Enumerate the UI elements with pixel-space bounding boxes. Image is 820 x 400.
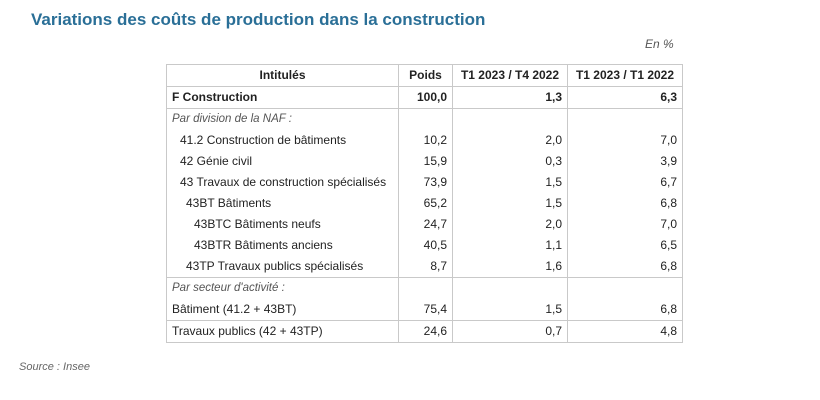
row-poids: 24,6 [398,320,453,343]
table-row: 43 Travaux de construction spécialisés 7… [166,172,683,193]
row-quarterly: 1,3 [452,86,568,109]
table-row: Travaux publics (42 + 43TP) 24,6 0,7 4,8 [166,320,683,343]
table-row: Bâtiment (41.2 + 43BT) 75,4 1,5 6,8 [166,299,683,321]
header-poids: Poids [398,64,453,87]
row-poids: 100,0 [398,86,453,109]
row-yearly: 6,8 [567,193,683,214]
header-yearly-change: T1 2023 / T1 2022 [567,64,683,87]
table-row: 41.2 Construction de bâtiments 10,2 2,0 … [166,130,683,151]
section-label: Par division de la NAF : [166,108,399,130]
row-poids: 15,9 [398,151,453,172]
row-quarterly: 1,5 [452,299,568,321]
row-poids: 65,2 [398,193,453,214]
row-poids: 75,4 [398,299,453,321]
table-row: 43BT Bâtiments 65,2 1,5 6,8 [166,193,683,214]
row-poids: 73,9 [398,172,453,193]
row-label: Bâtiment (41.2 + 43BT) [166,299,399,321]
row-yearly: 3,9 [567,151,683,172]
row-yearly: 6,3 [567,86,683,109]
unit-label: En % [645,37,674,51]
row-yearly: 6,8 [567,299,683,321]
row-quarterly: 2,0 [452,214,568,235]
row-quarterly: 1,5 [452,193,568,214]
row-label: 42 Génie civil [166,151,399,172]
row-label: 43 Travaux de construction spécialisés [166,172,399,193]
row-yearly: 7,0 [567,214,683,235]
row-label: 43BT Bâtiments [166,193,399,214]
row-label: 43BTC Bâtiments neufs [166,214,399,235]
row-yearly: 6,8 [567,256,683,278]
row-label: 41.2 Construction de bâtiments [166,130,399,151]
row-quarterly: 2,0 [452,130,568,151]
section-label: Par secteur d'activité : [166,277,399,299]
row-label: F Construction [166,86,399,109]
row-quarterly: 1,5 [452,172,568,193]
row-label: Travaux publics (42 + 43TP) [166,320,399,343]
row-poids: 10,2 [398,130,453,151]
row-quarterly: 0,7 [452,320,568,343]
row-poids: 24,7 [398,214,453,235]
section-row: Par secteur d'activité : [166,277,683,299]
table-row: 43BTR Bâtiments anciens 40,5 1,1 6,5 [166,235,683,256]
row-label: 43TP Travaux publics spécialisés [166,256,399,278]
row-label: 43BTR Bâtiments anciens [166,235,399,256]
source-note: Source : Insee [19,361,90,373]
row-poids: 40,5 [398,235,453,256]
header-quarterly-change: T1 2023 / T4 2022 [452,64,568,87]
row-yearly: 4,8 [567,320,683,343]
costs-table: Intitulés Poids T1 2023 / T4 2022 T1 202… [166,64,683,343]
section-row: Par division de la NAF : [166,108,683,130]
row-quarterly: 1,1 [452,235,568,256]
table-header-row: Intitulés Poids T1 2023 / T4 2022 T1 202… [166,64,683,87]
row-quarterly: 0,3 [452,151,568,172]
table-row: F Construction 100,0 1,3 6,3 [166,86,683,109]
header-intitules: Intitulés [166,64,399,87]
table-row: 43BTC Bâtiments neufs 24,7 2,0 7,0 [166,214,683,235]
row-quarterly: 1,6 [452,256,568,278]
table-row: 43TP Travaux publics spécialisés 8,7 1,6… [166,256,683,278]
table-row: 42 Génie civil 15,9 0,3 3,9 [166,151,683,172]
page-title: Variations des coûts de production dans … [31,10,486,29]
row-yearly: 6,5 [567,235,683,256]
row-yearly: 7,0 [567,130,683,151]
row-yearly: 6,7 [567,172,683,193]
row-poids: 8,7 [398,256,453,278]
